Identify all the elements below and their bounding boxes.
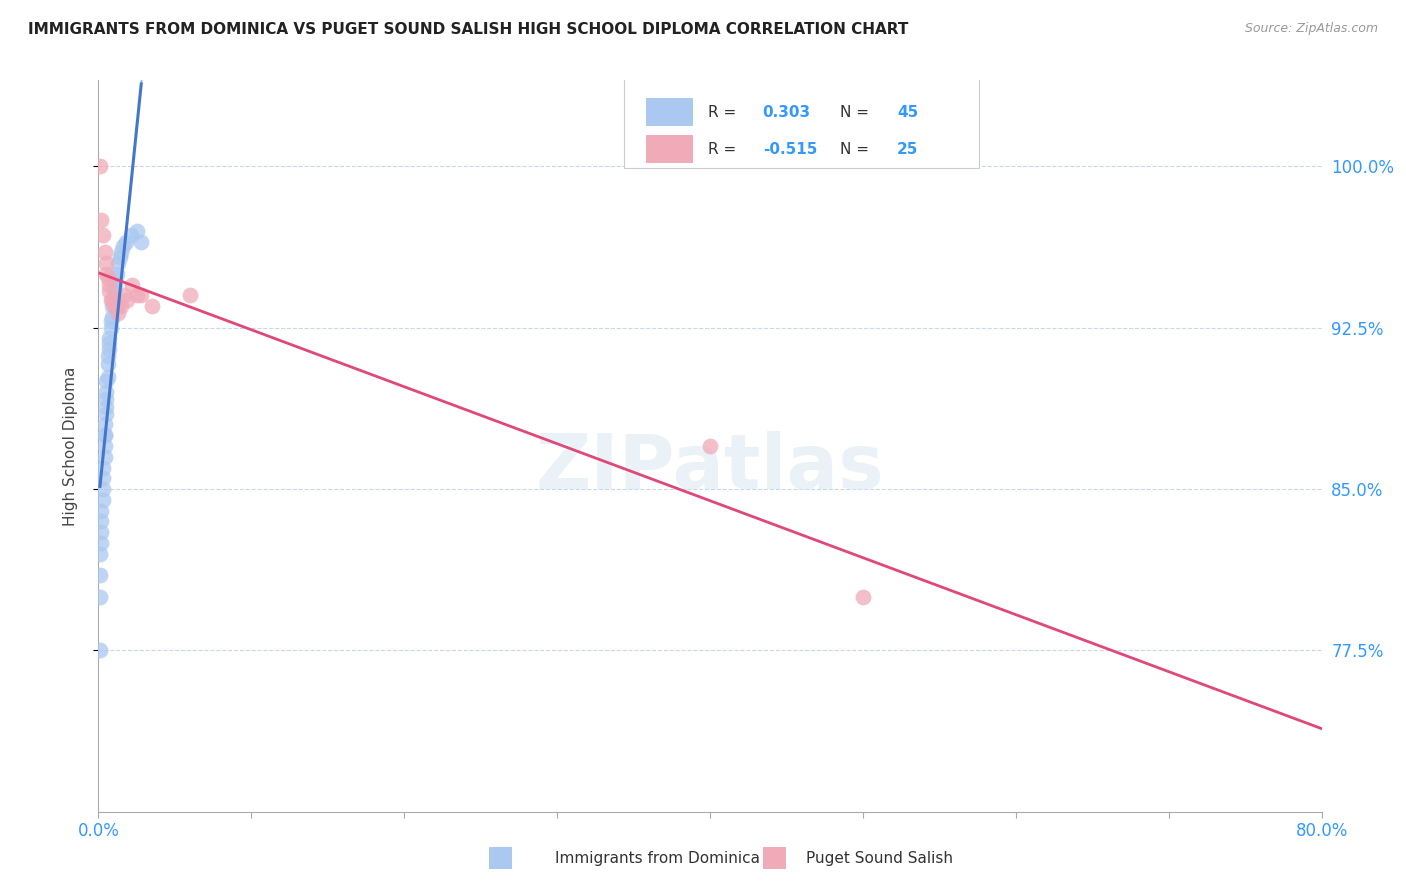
Text: IMMIGRANTS FROM DOMINICA VS PUGET SOUND SALISH HIGH SCHOOL DIPLOMA CORRELATION C: IMMIGRANTS FROM DOMINICA VS PUGET SOUND …: [28, 22, 908, 37]
Point: [94, 256, 117, 270]
Point: [91, 482, 114, 496]
Point: [852, 590, 875, 604]
Text: -0.515: -0.515: [762, 142, 817, 157]
Point: [111, 239, 134, 253]
Bar: [647, 136, 693, 163]
Point: [94, 267, 117, 281]
Point: [103, 284, 125, 298]
Point: [97, 349, 120, 363]
Point: [89, 590, 111, 604]
Point: [97, 271, 120, 285]
Point: [98, 284, 121, 298]
Text: 45: 45: [897, 104, 918, 120]
Point: [129, 288, 152, 302]
Text: R =: R =: [707, 142, 741, 157]
Text: ZIPatlas: ZIPatlas: [536, 431, 884, 505]
Point: [98, 277, 121, 292]
Point: [91, 460, 114, 475]
Point: [120, 228, 142, 243]
Text: 0.303: 0.303: [762, 104, 811, 120]
Point: [89, 568, 111, 582]
Text: R =: R =: [707, 104, 741, 120]
Point: [103, 293, 125, 307]
Point: [110, 299, 132, 313]
Point: [125, 224, 148, 238]
Point: [93, 428, 115, 442]
Text: N =: N =: [839, 142, 873, 157]
Point: [100, 320, 122, 334]
Point: [90, 514, 112, 528]
Point: [90, 213, 112, 227]
Text: 25: 25: [897, 142, 918, 157]
Point: [141, 299, 163, 313]
Point: [94, 385, 117, 400]
Point: [101, 293, 124, 307]
Point: [115, 235, 138, 249]
Point: [108, 250, 131, 264]
Point: [97, 370, 120, 384]
Point: [179, 288, 201, 302]
Point: [112, 288, 135, 302]
Point: [89, 547, 111, 561]
Point: [89, 159, 111, 173]
Point: [110, 245, 132, 260]
Point: [90, 524, 112, 539]
Point: [100, 293, 122, 307]
Point: [90, 536, 112, 550]
Point: [94, 407, 117, 421]
Point: [121, 277, 143, 292]
Point: [129, 235, 152, 249]
Text: Puget Sound Salish: Puget Sound Salish: [806, 851, 953, 865]
Point: [104, 299, 127, 313]
Point: [100, 314, 122, 328]
Point: [93, 428, 115, 442]
Point: [94, 401, 117, 415]
Point: [94, 392, 117, 406]
Text: N =: N =: [839, 104, 873, 120]
Point: [104, 277, 127, 292]
Point: [101, 310, 124, 324]
FancyBboxPatch shape: [624, 77, 979, 168]
Point: [98, 331, 121, 345]
Point: [98, 335, 121, 350]
Bar: [647, 98, 693, 126]
Point: [91, 228, 114, 243]
Point: [93, 450, 115, 464]
Text: Source: ZipAtlas.com: Source: ZipAtlas.com: [1244, 22, 1378, 36]
Point: [103, 299, 125, 313]
Text: Immigrants from Dominica: Immigrants from Dominica: [555, 851, 761, 865]
Point: [105, 267, 128, 281]
Point: [699, 439, 721, 453]
Point: [91, 492, 114, 507]
Point: [125, 288, 148, 302]
Point: [117, 293, 139, 307]
Point: [107, 305, 129, 319]
Point: [104, 271, 127, 285]
Point: [94, 375, 117, 389]
Point: [97, 357, 120, 371]
Point: [93, 439, 115, 453]
Point: [105, 299, 128, 313]
Point: [93, 417, 115, 432]
Point: [91, 471, 114, 485]
Point: [89, 643, 111, 657]
Point: [101, 299, 124, 313]
Point: [93, 245, 115, 260]
Point: [98, 342, 121, 356]
Point: [90, 503, 112, 517]
Point: [107, 256, 129, 270]
Y-axis label: High School Diploma: High School Diploma: [63, 367, 77, 525]
